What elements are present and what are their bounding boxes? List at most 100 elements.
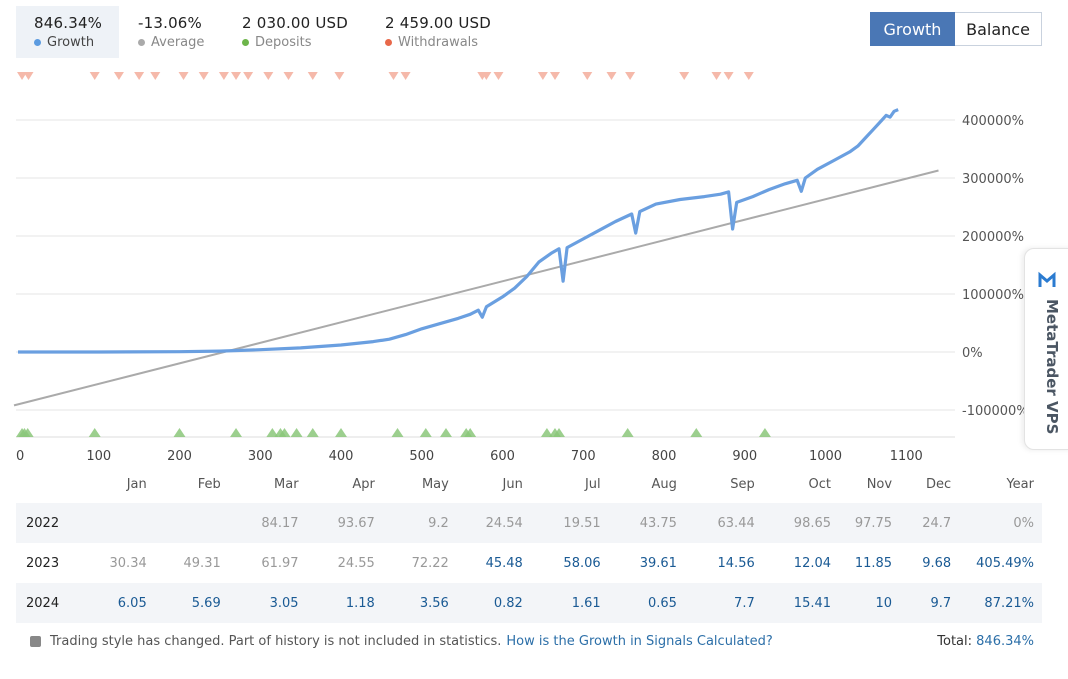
stat-deposits[interactable]: 2 030.00 USD Deposits — [224, 6, 364, 58]
growth-calculation-link[interactable]: How is the Growth in Signals Calculated? — [506, 634, 773, 649]
stat-growth[interactable]: 846.34% Growth — [16, 6, 119, 58]
average-dot-icon — [138, 39, 145, 46]
header-oct: Oct — [808, 476, 832, 492]
deposit-marker — [278, 428, 291, 437]
table-row: 2023 30.34 49.31 61.97 24.55 72.22 45.48 58.06 3… — [16, 543, 1042, 583]
table-row: 2022 84.17 93.67 9.2 24.54 19.51 43.75 63.44 98.… — [16, 503, 1042, 543]
withdrawal-marker — [400, 72, 411, 80]
table-header-row: Jan Feb Mar Apr May Jun Jul Aug Sep Oct Nov Dec Year — [16, 465, 1042, 503]
stat-growth-label: Growth — [47, 35, 95, 50]
deposits-dot-icon — [242, 39, 249, 46]
header-jun: Jun — [502, 476, 523, 492]
vps-logo-icon — [1038, 271, 1056, 287]
deposit-marker — [21, 428, 34, 437]
deposit-marker — [690, 428, 703, 437]
header-apr: Apr — [352, 476, 375, 492]
header-may: May — [421, 476, 449, 492]
withdrawal-markers — [17, 72, 754, 80]
metatrader-vps-tab[interactable]: MetaTrader VPS — [1024, 248, 1068, 450]
month-cell: 24.7 — [900, 503, 960, 543]
month-cell: 3.05 — [228, 583, 307, 623]
row-year: 2022 — [16, 503, 88, 543]
withdrawal-marker — [150, 72, 161, 80]
deposit-marker — [419, 428, 432, 437]
month-cell: 6.05 — [87, 583, 155, 623]
header-year: Year — [1006, 476, 1034, 492]
total-label: Total: — [937, 634, 973, 649]
withdrawal-marker — [134, 72, 145, 80]
row-year: 2023 — [26, 555, 60, 571]
month-cell — [87, 503, 155, 543]
month-cell: 84.17 — [228, 503, 307, 543]
month-cell: 63.44 — [684, 503, 763, 543]
withdrawal-marker — [493, 72, 504, 80]
withdrawal-marker — [307, 72, 318, 80]
withdrawal-marker — [723, 72, 734, 80]
stat-average-value: -13.06% — [138, 14, 203, 32]
x-tick-label: 200 — [167, 449, 192, 464]
month-cell: 45.48 — [485, 555, 523, 571]
x-tick-label: 300 — [248, 449, 273, 464]
withdrawal-marker — [23, 72, 34, 80]
row-year: 2024 — [16, 583, 88, 623]
average-trend-line — [13, 169, 939, 407]
balance-button[interactable]: Balance — [955, 12, 1042, 46]
header-year-blank — [16, 465, 88, 503]
month-cell: 72.22 — [411, 555, 449, 571]
stat-withdrawals[interactable]: 2 459.00 USD Withdrawals — [367, 6, 517, 58]
header-jul: Jul — [584, 476, 601, 492]
month-cell: 30.34 — [109, 555, 147, 571]
table-row: 2024 6.05 5.69 3.05 1.18 3.56 0.82 1.61 0.65 7.7 1… — [16, 583, 1042, 623]
y-tick-label: -100000% — [962, 404, 1029, 419]
month-cell: 3.56 — [382, 583, 457, 623]
month-cell: 7.7 — [684, 583, 763, 623]
x-tick-label: 700 — [571, 449, 596, 464]
withdrawal-marker — [582, 72, 593, 80]
withdrawal-marker — [388, 72, 399, 80]
withdrawal-marker — [625, 72, 636, 80]
withdrawal-marker — [711, 72, 722, 80]
withdrawals-dot-icon — [385, 39, 392, 46]
deposit-marker — [335, 428, 347, 437]
month-cell: 93.67 — [306, 503, 383, 543]
x-tick-label: 0 — [16, 449, 24, 464]
deposit-marker — [290, 428, 303, 437]
growth-chart: -100000% 0% 100000% 200000% 300000% 400000% 0… — [13, 72, 1029, 464]
y-tick-label: 400000% — [962, 114, 1024, 129]
month-cell: 19.51 — [530, 503, 609, 543]
deposit-marker — [758, 428, 771, 437]
monthly-growth-table: Jan Feb Mar Apr May Jun Jul Aug Sep Oct Nov Dec Year… — [16, 465, 1042, 623]
withdrawal-marker — [481, 72, 492, 80]
y-tick-label: 200000% — [962, 230, 1024, 245]
month-cell: 1.18 — [306, 583, 383, 623]
header-nov: Nov — [866, 476, 893, 492]
withdrawal-marker — [178, 72, 189, 80]
deposit-marker — [230, 428, 243, 437]
stat-deposits-value: 2 030.00 USD — [242, 14, 349, 32]
x-tick-labels: 0 100 200 300 400 500 600 700 800 900 1000 1100 — [16, 449, 923, 464]
month-cell: 11.85 — [854, 555, 893, 571]
withdrawal-marker — [549, 72, 560, 80]
stat-withdrawals-value: 2 459.00 USD — [385, 14, 492, 32]
withdrawal-marker — [231, 72, 242, 80]
growth-dot-icon — [34, 39, 41, 46]
deposit-marker — [306, 428, 319, 437]
x-tick-label: 400 — [329, 449, 354, 464]
deposit-marker — [266, 428, 279, 437]
growth-button[interactable]: Growth — [870, 12, 955, 46]
month-cell: 0.65 — [608, 583, 685, 623]
footer-note: Trading style has changed. Part of histo… — [50, 634, 502, 649]
deposit-marker — [621, 428, 634, 437]
withdrawal-marker — [283, 72, 294, 80]
stat-deposits-label: Deposits — [255, 35, 312, 50]
stat-growth-value: 846.34% — [34, 14, 103, 32]
x-tick-label: 900 — [732, 449, 757, 464]
total-value: 846.34% — [976, 634, 1034, 649]
stat-average[interactable]: -13.06% Average — [120, 6, 230, 58]
month-cell: 58.06 — [563, 555, 601, 571]
month-cell: 1.61 — [530, 583, 609, 623]
month-cell: 12.04 — [793, 555, 832, 571]
month-cell — [154, 503, 229, 543]
deposit-marker — [439, 428, 452, 437]
header-jan: Jan — [126, 476, 147, 492]
